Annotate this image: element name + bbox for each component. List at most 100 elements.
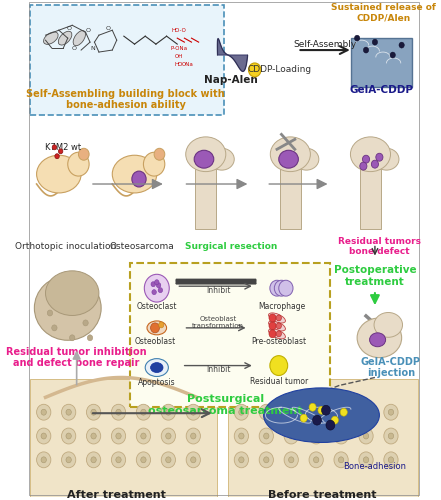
Circle shape — [388, 409, 394, 415]
Circle shape — [334, 452, 348, 468]
Circle shape — [37, 428, 51, 444]
Circle shape — [309, 404, 323, 420]
Polygon shape — [217, 38, 247, 72]
Text: Orthotopic inoculation: Orthotopic inoculation — [15, 242, 116, 251]
Circle shape — [186, 428, 200, 444]
Circle shape — [86, 452, 101, 468]
Circle shape — [62, 428, 76, 444]
Circle shape — [83, 320, 88, 326]
Text: GelA-CDDP
injection: GelA-CDDP injection — [361, 357, 421, 378]
Circle shape — [112, 428, 126, 444]
Circle shape — [363, 409, 369, 415]
Circle shape — [359, 452, 373, 468]
Circle shape — [338, 409, 344, 415]
Circle shape — [191, 433, 196, 439]
Circle shape — [384, 428, 398, 444]
Circle shape — [91, 433, 96, 439]
Circle shape — [276, 331, 281, 337]
Text: O: O — [67, 26, 72, 30]
Text: Osteoclast: Osteoclast — [137, 302, 177, 310]
Circle shape — [288, 433, 294, 439]
Circle shape — [37, 404, 51, 420]
Circle shape — [338, 457, 344, 463]
Circle shape — [157, 282, 161, 288]
Circle shape — [309, 428, 323, 444]
Circle shape — [288, 457, 294, 463]
Circle shape — [318, 406, 325, 414]
Circle shape — [371, 160, 378, 168]
Circle shape — [279, 280, 293, 296]
Circle shape — [78, 148, 89, 160]
Circle shape — [166, 409, 171, 415]
Text: P-ONa: P-ONa — [171, 46, 187, 51]
Ellipse shape — [58, 32, 72, 45]
Ellipse shape — [209, 148, 234, 170]
Text: Osteosarcoma: Osteosarcoma — [109, 242, 174, 251]
Circle shape — [334, 428, 348, 444]
Text: Before treatment: Before treatment — [268, 490, 377, 500]
Circle shape — [191, 409, 196, 415]
FancyBboxPatch shape — [30, 6, 224, 114]
Circle shape — [259, 428, 273, 444]
Ellipse shape — [145, 358, 168, 376]
Circle shape — [144, 274, 169, 302]
Circle shape — [136, 452, 150, 468]
Circle shape — [259, 404, 273, 420]
Circle shape — [239, 457, 244, 463]
Text: Macrophage: Macrophage — [258, 302, 305, 310]
Circle shape — [372, 39, 377, 45]
FancyBboxPatch shape — [130, 264, 330, 407]
Circle shape — [269, 314, 276, 322]
Text: HO: HO — [175, 62, 183, 67]
Circle shape — [376, 154, 383, 161]
Circle shape — [269, 322, 276, 330]
Circle shape — [359, 428, 373, 444]
Circle shape — [41, 433, 46, 439]
Circle shape — [141, 433, 146, 439]
Circle shape — [70, 335, 75, 341]
Circle shape — [284, 428, 299, 444]
Circle shape — [132, 171, 146, 187]
Text: Pre-osteoblast: Pre-osteoblast — [251, 338, 306, 346]
Ellipse shape — [294, 148, 319, 170]
Text: Postsurgical
osteosarcoma treatment: Postsurgical osteosarcoma treatment — [148, 394, 303, 416]
Circle shape — [276, 315, 281, 321]
Circle shape — [363, 433, 369, 439]
Text: Postoperative
treatment: Postoperative treatment — [333, 266, 416, 287]
Ellipse shape — [351, 137, 391, 172]
Circle shape — [288, 409, 294, 415]
Circle shape — [269, 330, 276, 338]
Circle shape — [363, 457, 369, 463]
Circle shape — [355, 35, 360, 41]
Circle shape — [159, 322, 164, 328]
Text: K7M2 wt: K7M2 wt — [45, 143, 82, 152]
Circle shape — [264, 457, 269, 463]
Circle shape — [326, 420, 335, 430]
Circle shape — [384, 404, 398, 420]
Circle shape — [248, 63, 261, 77]
Circle shape — [41, 409, 46, 415]
Circle shape — [86, 404, 101, 420]
Ellipse shape — [269, 321, 285, 331]
Circle shape — [154, 148, 165, 160]
Circle shape — [62, 404, 76, 420]
Circle shape — [309, 404, 316, 411]
Circle shape — [338, 433, 344, 439]
Circle shape — [234, 428, 248, 444]
Circle shape — [300, 414, 307, 422]
Ellipse shape — [194, 150, 214, 168]
Text: Bone-adhesion: Bone-adhesion — [344, 462, 407, 471]
Circle shape — [331, 416, 338, 424]
Ellipse shape — [34, 276, 101, 340]
Text: Self-Assembly: Self-Assembly — [293, 40, 357, 48]
Text: ONa: ONa — [182, 62, 194, 67]
Text: Inhibit: Inhibit — [206, 365, 231, 374]
Circle shape — [270, 356, 288, 376]
Text: Nap-Alen: Nap-Alen — [204, 75, 258, 85]
Text: GelA-CDDP: GelA-CDDP — [349, 85, 413, 95]
Text: Residual tumors
bone defect: Residual tumors bone defect — [338, 237, 421, 256]
Circle shape — [116, 433, 121, 439]
Circle shape — [86, 428, 101, 444]
Circle shape — [52, 145, 56, 150]
Circle shape — [234, 452, 248, 468]
